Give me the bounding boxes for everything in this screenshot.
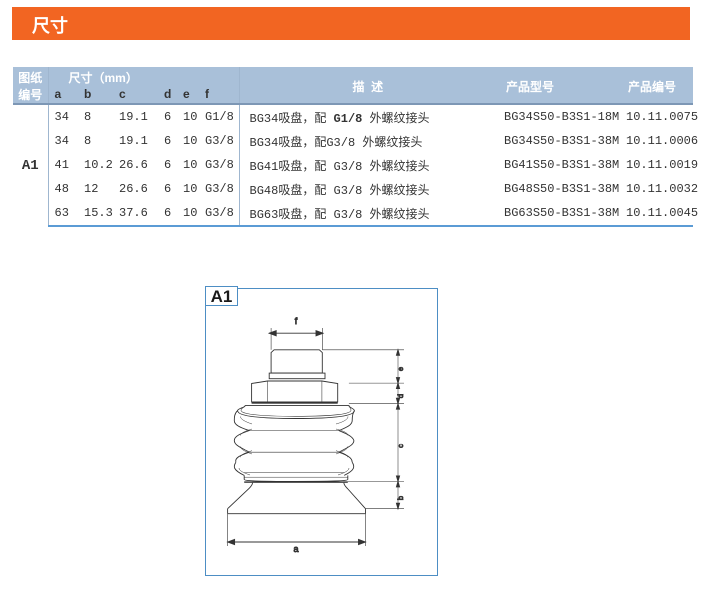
- svg-text:b: b: [396, 496, 405, 500]
- svg-text:a: a: [293, 544, 298, 554]
- svg-text:f: f: [295, 316, 298, 326]
- svg-text:c: c: [396, 444, 405, 448]
- svg-text:e: e: [396, 367, 405, 371]
- svg-text:d: d: [396, 394, 405, 398]
